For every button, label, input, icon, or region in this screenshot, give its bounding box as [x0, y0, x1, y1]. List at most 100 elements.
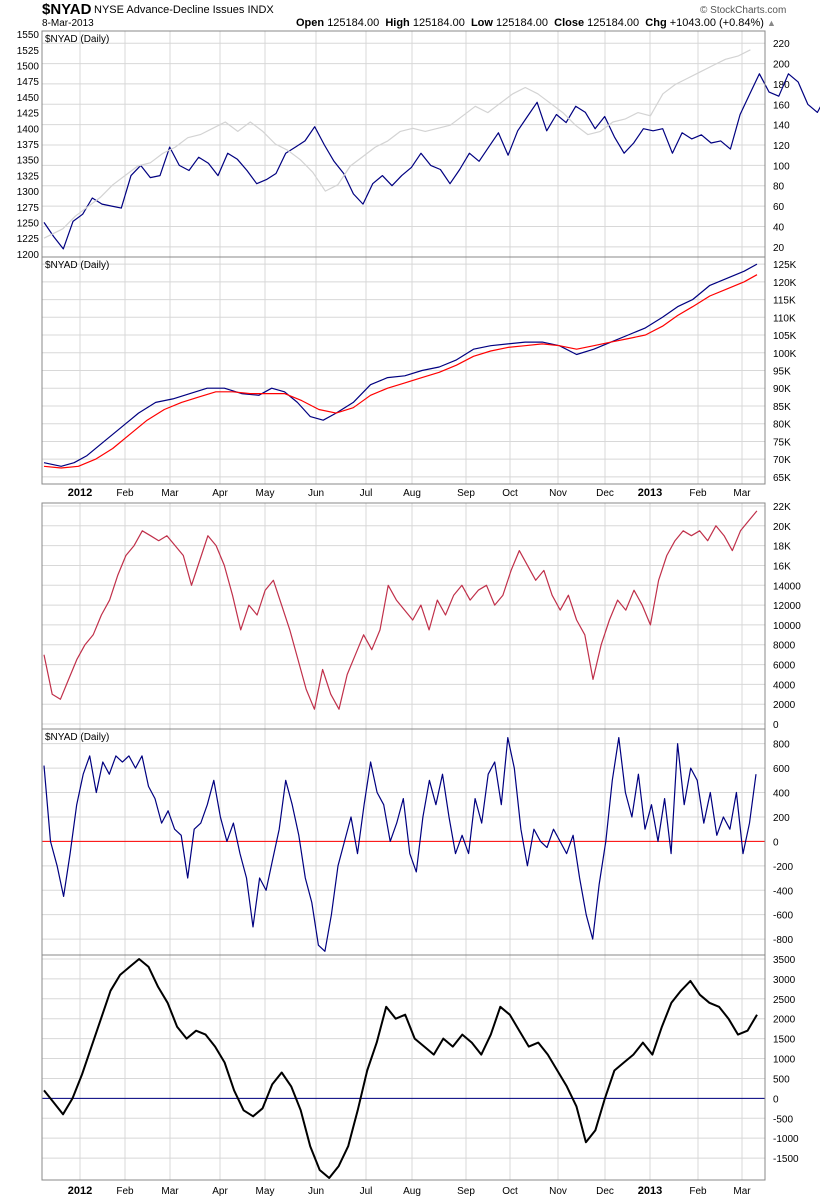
- panel-1-frame: [41, 30, 766, 258]
- panel-1-left-tick-12: 1475: [17, 77, 40, 88]
- x-axis-1-label-15: Mar: [733, 488, 751, 499]
- panel-2-series-2: [43, 274, 758, 469]
- panel-1-left-tick-6: 1325: [17, 171, 40, 182]
- panel-5-right-tick-3: -1000: [773, 1134, 799, 1145]
- panel-4-right-tick-1: -800: [773, 935, 793, 946]
- x-axis-2-label-1: 2012: [68, 1185, 92, 1197]
- panel-5-right-tick-6: 500: [773, 1074, 790, 1085]
- panel-1-right-tick-1: 20: [773, 243, 785, 254]
- x-axis-1-label-12: Dec: [596, 488, 614, 499]
- x-axis-1-label-6: Jun: [308, 488, 324, 499]
- x-axis-2-label-9: Sep: [457, 1186, 475, 1197]
- x-axis-1-label-13: 2013: [638, 487, 662, 499]
- chg-label: Chg: [645, 17, 667, 29]
- close-label: Close: [554, 17, 585, 29]
- panel-3-right-tick-11: 20K: [773, 522, 791, 533]
- panel-2-right-tick-7: 95K: [773, 367, 791, 378]
- panel-5-right-tick-10: 2500: [773, 995, 796, 1006]
- panel-4-right-tick-2: -600: [773, 911, 793, 922]
- chart-date: 8-Mar-2013: [42, 18, 94, 29]
- close-value: 125184.00: [587, 17, 640, 29]
- panel-1-left-tick-10: 1425: [17, 109, 40, 120]
- chg-value: +1043.00 (+0.84%): [669, 17, 764, 29]
- panel-3-right-tick-2: 2000: [773, 700, 796, 711]
- collapse-arrow-icon[interactable]: ▲: [767, 18, 776, 28]
- panel-5-right-tick-8: 1500: [773, 1035, 796, 1046]
- x-axis-2-label-7: Jul: [360, 1186, 373, 1197]
- panel-2-right-tick-12: 120K: [773, 278, 797, 289]
- panel-2-right-tick-4: 80K: [773, 420, 791, 431]
- ohlc-readout: Open 125184.00 High 125184.00 Low 125184…: [296, 17, 776, 29]
- x-axis-2-label-10: Oct: [502, 1186, 518, 1197]
- x-axis-1-label-14: Feb: [689, 488, 707, 499]
- low-label: Low: [470, 17, 493, 29]
- x-axis-2-label-6: Jun: [308, 1186, 324, 1197]
- x-axis-2-label-14: Feb: [689, 1186, 707, 1197]
- panel-2-right-tick-11: 115K: [773, 296, 796, 307]
- panel-1-right-tick-11: 220: [773, 39, 790, 50]
- x-axis-2-label-8: Aug: [403, 1186, 421, 1197]
- panel-2-right-tick-9: 105K: [773, 331, 797, 342]
- panel-1-left-tick-1: 1200: [17, 250, 40, 261]
- x-axis-1-label-8: Aug: [403, 488, 421, 499]
- panel-5-right-tick-2: -1500: [773, 1154, 799, 1165]
- panel-5-right-tick-12: 3500: [773, 955, 796, 966]
- x-axis-1-label-11: Nov: [549, 488, 567, 499]
- x-axis-2-label-5: May: [256, 1186, 275, 1197]
- x-axis-2-label-15: Mar: [733, 1186, 751, 1197]
- panel-5-right-tick-5: 0: [773, 1094, 779, 1105]
- exchange-label: INDX: [247, 4, 274, 16]
- x-axis-2-label-4: Apr: [212, 1186, 228, 1197]
- x-axis-2-label-11: Nov: [549, 1186, 567, 1197]
- panel-1-left-tick-11: 1450: [17, 93, 40, 104]
- panel-3-right-tick-1: 0: [773, 720, 779, 731]
- x-axis-2-label-2: Feb: [116, 1186, 134, 1197]
- panel-4-series-1: [43, 736, 757, 952]
- open-label: Open: [296, 17, 325, 29]
- panel-3-right-tick-6: 10000: [773, 621, 801, 632]
- panel-4-right-tick-5: 0: [773, 837, 779, 848]
- panel-2-right-tick-6: 90K: [773, 384, 791, 395]
- x-axis-2-label-13: 2013: [638, 1185, 662, 1197]
- panel-2-right-tick-2: 70K: [773, 455, 791, 466]
- panel-2-series-1: [43, 263, 758, 467]
- panel-2-label: $NYAD (Daily): [45, 260, 109, 271]
- panel-2-right-tick-1: 65K: [773, 473, 791, 484]
- panel-3-right-tick-12: 22K: [773, 502, 791, 513]
- panel-1-right-tick-2: 40: [773, 222, 785, 233]
- high-label: High: [385, 17, 410, 29]
- instrument-name: NYSE Advance-Decline Issues INDX: [94, 4, 274, 16]
- panel-4-right-tick-9: 800: [773, 740, 790, 751]
- panel-1-right-tick-8: 160: [773, 100, 790, 111]
- panel-4-right-tick-4: -200: [773, 862, 793, 873]
- panel-1-right-tick-7: 140: [773, 121, 790, 132]
- panel-3-right-tick-4: 6000: [773, 661, 796, 672]
- panel-3-frame: [41, 502, 766, 730]
- panel-2-frame: [41, 256, 766, 485]
- panel-3-right-tick-9: 16K: [773, 561, 791, 572]
- panel-5-frame: [41, 954, 766, 1181]
- panel-1-left-tick-3: 1250: [17, 218, 40, 229]
- chart-header: $NYAD NYSE Advance-Decline Issues INDX 8…: [0, 0, 820, 30]
- panel-1-left-tick-4: 1275: [17, 203, 40, 214]
- panel-3-right-tick-10: 18K: [773, 542, 791, 553]
- panel-1-left-tick-15: 1550: [17, 30, 40, 41]
- x-axis-1-label-2: Feb: [116, 488, 134, 499]
- panel-3-series-1: [43, 510, 758, 710]
- panel-1-right-tick-9: 180: [773, 80, 790, 91]
- panel-5-right-tick-11: 3000: [773, 975, 796, 986]
- low-value: 125184.00: [496, 17, 549, 29]
- instrument-full-name: NYSE Advance-Decline Issues: [94, 4, 245, 16]
- panel-1-right-tick-4: 80: [773, 182, 785, 193]
- panel-1-right-tick-10: 200: [773, 60, 790, 71]
- panel-1-series-2: [43, 49, 751, 239]
- symbol-label: $NYAD: [42, 1, 92, 18]
- panel-1-left-tick-5: 1300: [17, 187, 40, 198]
- x-axis-1-label-3: Mar: [161, 488, 179, 499]
- panel-1-right-tick-5: 100: [773, 161, 790, 172]
- x-axis-2-label-12: Dec: [596, 1186, 614, 1197]
- panel-1-left-tick-13: 1500: [17, 62, 40, 73]
- panel-1-left-tick-8: 1375: [17, 140, 40, 151]
- panel-2-right-tick-5: 85K: [773, 402, 791, 413]
